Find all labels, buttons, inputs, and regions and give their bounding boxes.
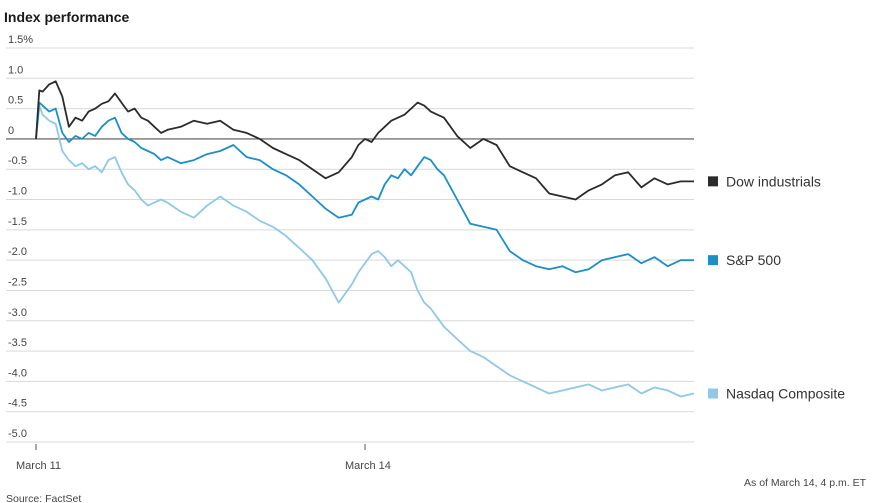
legend-swatch-s-p-500 xyxy=(708,255,718,266)
y-tick-label: 1.5% xyxy=(8,34,33,46)
y-tick-label: -4.0 xyxy=(8,367,27,379)
legend: Dow industrials S&P 500 Nasdaq Composite xyxy=(708,173,845,402)
y-tick-label: -1.5 xyxy=(8,216,27,228)
x-tick-label: March 11 xyxy=(16,460,61,472)
y-tick-label: -4.5 xyxy=(8,398,27,410)
y-tick-label: -0.5 xyxy=(8,155,27,167)
y-tick-label: -1.0 xyxy=(8,186,27,198)
y-tick-label: -5.0 xyxy=(8,428,27,440)
legend-swatch-nasdaq-composite xyxy=(708,388,718,399)
legend-label-dow-industrials: Dow industrials xyxy=(726,173,821,189)
y-axis-ticks: 1.5% 1.0 0.5 0 -0.5 -1.0 -1.5 -2.0 -2.5 -3.0 -3.5 -… xyxy=(8,34,33,440)
y-tick-label: 1.0 xyxy=(8,64,23,76)
timestamp-note: As of March 14, 4 p.m. ET xyxy=(744,477,867,489)
series-line-nasdaq-composite xyxy=(35,104,695,398)
source-note: Source: FactSet xyxy=(6,493,81,503)
y-tick-label: -3.5 xyxy=(8,337,27,349)
gridlines xyxy=(6,47,694,443)
chart-title: Index performance xyxy=(4,9,129,25)
y-tick-label: -2.5 xyxy=(8,276,27,288)
y-tick-label: -3.0 xyxy=(8,307,27,319)
y-tick-label: 0 xyxy=(8,125,14,137)
y-tick-label: 0.5 xyxy=(8,95,23,107)
legend-label-nasdaq-composite: Nasdaq Composite xyxy=(726,386,845,402)
legend-label-s-p-500: S&P 500 xyxy=(726,252,781,268)
x-axis-ticks: March 11 March 14 xyxy=(16,444,391,472)
y-tick-label: -2.0 xyxy=(8,246,27,258)
x-tick-label: March 14 xyxy=(345,460,391,472)
series-line-dow-industrials xyxy=(35,80,694,201)
series-line-s-p-500 xyxy=(35,101,694,274)
series-lines xyxy=(35,80,695,398)
legend-swatch-dow-industrials xyxy=(708,176,718,187)
